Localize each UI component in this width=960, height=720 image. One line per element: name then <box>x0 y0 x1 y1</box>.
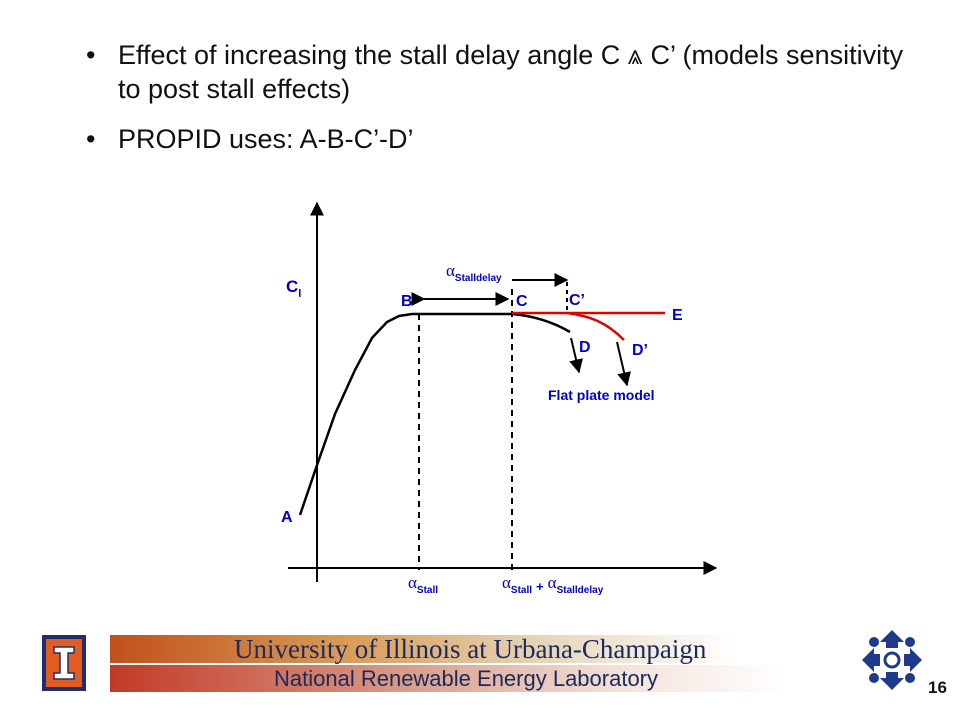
lift-curve <box>298 312 571 516</box>
bullet-text: PROPID uses: A-B-C’-D’ <box>118 124 414 154</box>
stall-delay-label: αStalldelay <box>446 261 502 284</box>
point-c-label: C <box>516 293 528 310</box>
bullet-text: Effect of increasing the stall delay ang… <box>118 40 904 104</box>
point-d-prime-label: D’ <box>632 342 648 359</box>
x-label-stall-plus-delay: αStall + αStalldelay <box>502 573 604 596</box>
flat-plate-label: Flat plate model <box>548 387 655 403</box>
d-arrow <box>569 337 583 374</box>
x-label-stall: αStall <box>408 573 438 596</box>
point-d-label: D <box>579 339 591 356</box>
point-a-label: A <box>281 509 293 526</box>
y-axis-label: Cl <box>286 277 301 300</box>
point-c-prime-label: C’ <box>569 292 585 309</box>
page-number: 16 <box>928 678 947 697</box>
university-band: University of Illinois at Urbana-Champai… <box>110 635 846 663</box>
lab-name: National Renewable Energy Laboratory <box>274 666 659 691</box>
flat-plate-arrow <box>616 341 631 387</box>
illinois-logo-mark <box>46 639 82 687</box>
bullet-list: • Effect of increasing the stall delay a… <box>86 38 906 172</box>
lab-band: National Renewable Energy Laboratory <box>110 665 846 692</box>
bullet-dot: • <box>86 124 96 154</box>
point-b-label: B <box>401 293 413 310</box>
nrel-logo-icon <box>862 630 922 690</box>
bullet-dot: • <box>86 40 96 70</box>
block-i-icon <box>53 646 75 680</box>
bullet-item: • Effect of increasing the stall delay a… <box>86 38 906 106</box>
illinois-logo <box>42 635 86 691</box>
university-name: University of Illinois at Urbana-Champai… <box>234 634 707 664</box>
red-stall-curve <box>566 311 625 341</box>
point-e-label: E <box>672 307 683 324</box>
bullet-item: • PROPID uses: A-B-C’-D’ <box>86 122 906 156</box>
